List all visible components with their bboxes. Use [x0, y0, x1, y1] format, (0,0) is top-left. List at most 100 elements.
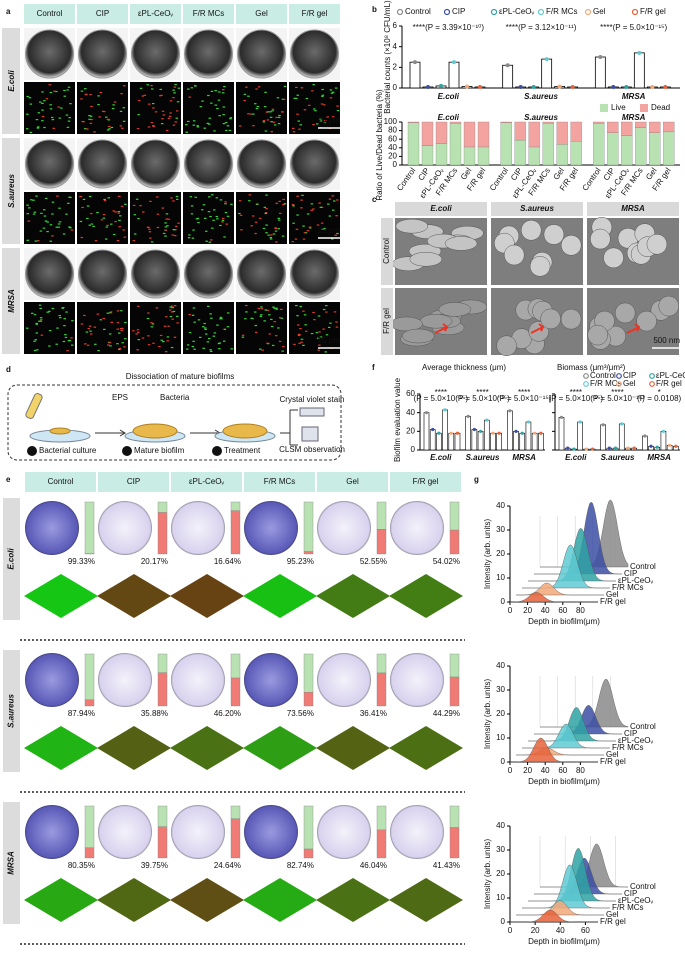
cell [320, 103, 324, 105]
cell [161, 118, 164, 120]
cell [306, 230, 310, 232]
cell [150, 122, 154, 124]
legend-label: Dead [651, 103, 670, 112]
bar-dot [632, 446, 636, 450]
cell [133, 233, 137, 235]
p-value: (P = 5.0×10⁻¹⁵) [590, 394, 645, 403]
clsm-3d [97, 878, 171, 922]
cell [278, 200, 281, 202]
cell [215, 197, 219, 199]
ridge-curve [510, 737, 598, 763]
x-tick-label: 0 [508, 926, 513, 935]
cell [147, 344, 151, 346]
ridge-curve [522, 544, 610, 589]
plate-photo [25, 249, 74, 299]
cell [60, 107, 63, 109]
group-label: S.aureus [601, 453, 635, 462]
cell [110, 126, 114, 129]
cell [216, 107, 219, 110]
clsm-3d [170, 726, 244, 770]
cell [270, 318, 273, 321]
cell [207, 94, 210, 97]
cell [218, 348, 221, 350]
cell [67, 340, 71, 342]
cell [143, 94, 147, 96]
cell [268, 333, 272, 335]
cell [49, 104, 52, 106]
cell [117, 212, 120, 214]
dead-bar [376, 529, 387, 555]
cell [265, 224, 268, 226]
sem-cell [503, 244, 525, 266]
x-tick-label: 40 [541, 766, 550, 775]
cell [330, 92, 334, 94]
sem-arrow [626, 323, 641, 334]
plate-photo [237, 139, 286, 189]
bar-dot [413, 60, 417, 65]
dead-bar [376, 672, 387, 707]
cell [292, 205, 295, 207]
cell [70, 337, 73, 339]
cell [260, 314, 263, 316]
cell [172, 89, 175, 91]
cell [105, 226, 109, 228]
cell [168, 309, 172, 311]
plate-photo [290, 29, 339, 79]
sem-cell [520, 219, 542, 241]
cell [258, 217, 262, 220]
ridge-label: F/R MCs [612, 583, 644, 592]
ridge-curve [516, 900, 604, 916]
y-tick-label: 40 [406, 408, 415, 417]
cell [226, 312, 230, 314]
clsm-3d [243, 878, 317, 922]
group-label: E.coli [565, 453, 587, 462]
fluorescence-image [77, 192, 128, 244]
ridge-label: Control [630, 722, 656, 731]
x-tick-label: 80 [576, 766, 585, 775]
plate-photo [131, 139, 180, 189]
cell [273, 321, 276, 323]
bar-dot [439, 83, 443, 88]
cell [177, 87, 181, 89]
cell [146, 226, 150, 228]
live-bar [230, 653, 241, 679]
row-strip [381, 218, 393, 285]
y-tick-label: 60 [388, 134, 397, 143]
cell [86, 128, 89, 130]
cell [118, 348, 121, 351]
cell [141, 337, 145, 339]
cell [150, 326, 154, 328]
cell [108, 342, 111, 344]
cell [245, 304, 248, 307]
bar [436, 432, 442, 451]
cell [96, 313, 100, 315]
well-photo [244, 805, 298, 859]
bar [448, 432, 455, 451]
cell [111, 107, 115, 110]
cell [83, 314, 86, 317]
column-header-bg [587, 202, 679, 216]
cell [169, 306, 172, 308]
significance: ****(P = 5.0×10⁻¹⁵) [600, 23, 667, 32]
cell [56, 327, 59, 329]
bar-dot [607, 446, 611, 450]
cell [210, 102, 213, 104]
clsm-3d [170, 878, 244, 922]
cell [62, 233, 66, 235]
cell [58, 317, 62, 319]
bar [600, 424, 606, 451]
scale-bar-label: 25 μm [318, 226, 341, 235]
bar-dot [566, 446, 570, 450]
column-header-bg [395, 202, 487, 216]
live-segment [593, 123, 605, 166]
cell [29, 199, 33, 201]
cell [164, 222, 167, 224]
plate-photo [78, 249, 127, 299]
row-label: E.coli [7, 70, 16, 92]
cell [80, 236, 84, 239]
cell [266, 119, 270, 121]
cell [302, 238, 306, 240]
cell [123, 236, 127, 238]
legend-marker [649, 381, 655, 387]
cell [305, 97, 309, 100]
